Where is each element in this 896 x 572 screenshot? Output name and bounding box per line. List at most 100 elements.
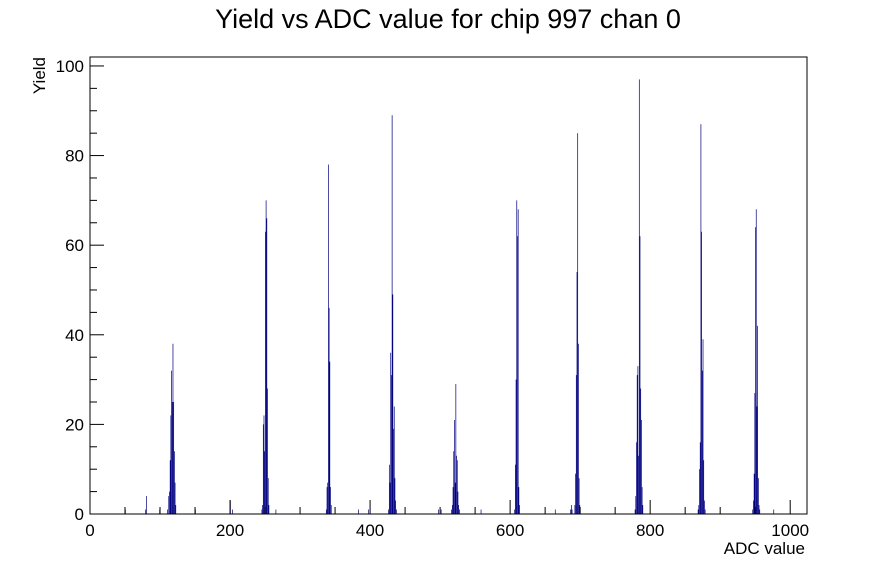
histogram-bin [698, 505, 700, 514]
histogram-bin [327, 482, 329, 514]
histogram-bin [704, 500, 705, 514]
histogram-bin [174, 451, 175, 514]
histogram-bin [328, 307, 330, 514]
histogram-bin [454, 419, 455, 514]
histogram-bin [516, 200, 518, 514]
histogram-bin [388, 464, 390, 514]
histogram-bin [517, 209, 519, 514]
histogram-bin [266, 218, 268, 515]
histogram-bin [635, 496, 637, 514]
histogram-bin [638, 79, 640, 515]
histogram-bin [456, 455, 457, 514]
histogram-bin [699, 469, 700, 514]
histogram-bin [171, 401, 173, 514]
histogram-bin [574, 505, 576, 514]
histogram-bin [265, 231, 266, 515]
x-tick-label: 200 [216, 521, 244, 540]
histogram-bin [263, 415, 265, 514]
histogram-bin [756, 406, 758, 514]
histogram-bin [570, 509, 572, 514]
histogram-bin [261, 509, 263, 514]
histogram-bin [702, 339, 704, 514]
y-axis-title: Yield [30, 57, 49, 94]
histogram-bin [703, 460, 705, 514]
x-tick-label: 800 [636, 521, 664, 540]
x-tick-label: 0 [85, 521, 94, 540]
histogram-bin [330, 487, 331, 514]
histogram-bin [459, 509, 460, 514]
histogram-bin [174, 482, 176, 514]
histogram-bin [268, 505, 270, 514]
histogram-bin [367, 509, 369, 514]
histogram-bin [388, 509, 389, 514]
y-tick-label: 100 [56, 57, 84, 76]
histogram-bin [634, 509, 636, 514]
y-tick-label: 60 [65, 236, 84, 255]
histogram-bin [170, 415, 172, 514]
histogram-bin [753, 500, 754, 514]
histogram-bin [328, 164, 329, 514]
histogram-bin [275, 509, 277, 514]
histogram-bin [515, 379, 517, 514]
histogram-bin [145, 509, 147, 514]
histogram-bin [571, 505, 572, 514]
histogram-bin [264, 451, 266, 514]
histogram-bin [168, 496, 170, 514]
x-axis-title: ADC value [724, 539, 805, 558]
histogram-bin [171, 370, 172, 514]
histogram-bin [641, 487, 643, 514]
histogram-bin [395, 509, 397, 514]
histogram-bin [636, 442, 637, 514]
histogram-bin [575, 375, 577, 514]
histogram-bin [389, 482, 391, 514]
histogram-bin [636, 375, 638, 514]
y-tick-label: 40 [65, 326, 84, 345]
histogram-bin [518, 487, 520, 514]
x-axis: 0 200 400 600 800 1000 [85, 500, 809, 540]
histogram-bin [395, 500, 396, 514]
histogram-bin [393, 428, 394, 514]
histogram-bin [169, 491, 170, 514]
histogram-bin [452, 505, 453, 514]
histogram-bin [639, 236, 641, 514]
histogram-bin [578, 343, 579, 514]
histogram-bin [701, 231, 702, 515]
histogram-bin [642, 505, 644, 514]
histogram-bin [637, 366, 639, 514]
histogram-bin [773, 509, 775, 514]
histogram-bin [267, 388, 268, 514]
histogram-bin [571, 509, 573, 514]
histogram-bin [699, 442, 701, 514]
histogram-bin [169, 460, 171, 514]
histogram-bin [754, 393, 756, 514]
histogram-bin [752, 509, 754, 514]
chart-title: Yield vs ADC value for chip 997 chan 0 [215, 4, 681, 34]
histogram-bin [262, 505, 263, 514]
plot-frame [89, 56, 808, 515]
histogram-bin [515, 464, 516, 514]
histogram-bin [325, 509, 327, 514]
x-tick-label: 600 [496, 521, 524, 540]
histogram-bin [326, 487, 328, 514]
histogram-bin [358, 509, 359, 514]
histogram-bin [757, 325, 758, 514]
histogram-bin [175, 505, 177, 514]
histogram-bin [146, 496, 147, 514]
histogram-bin [514, 509, 516, 514]
histogram-bin [232, 509, 233, 514]
histogram-bin [267, 478, 269, 514]
histogram-bin [641, 419, 642, 514]
histogram-bin [753, 473, 755, 514]
y-tick-label: 0 [75, 505, 84, 524]
histogram-bin [391, 375, 392, 514]
histogram-bin [480, 509, 482, 514]
histogram-bin [456, 460, 458, 514]
histogram-bin [452, 487, 454, 514]
histogram-bin [759, 509, 761, 514]
histogram-bin [577, 133, 579, 515]
histogram-bin [167, 509, 168, 514]
histogram-bin [394, 478, 396, 514]
histogram-bin [438, 509, 439, 514]
histogram-bin [755, 227, 756, 514]
histogram-bin [575, 473, 576, 514]
